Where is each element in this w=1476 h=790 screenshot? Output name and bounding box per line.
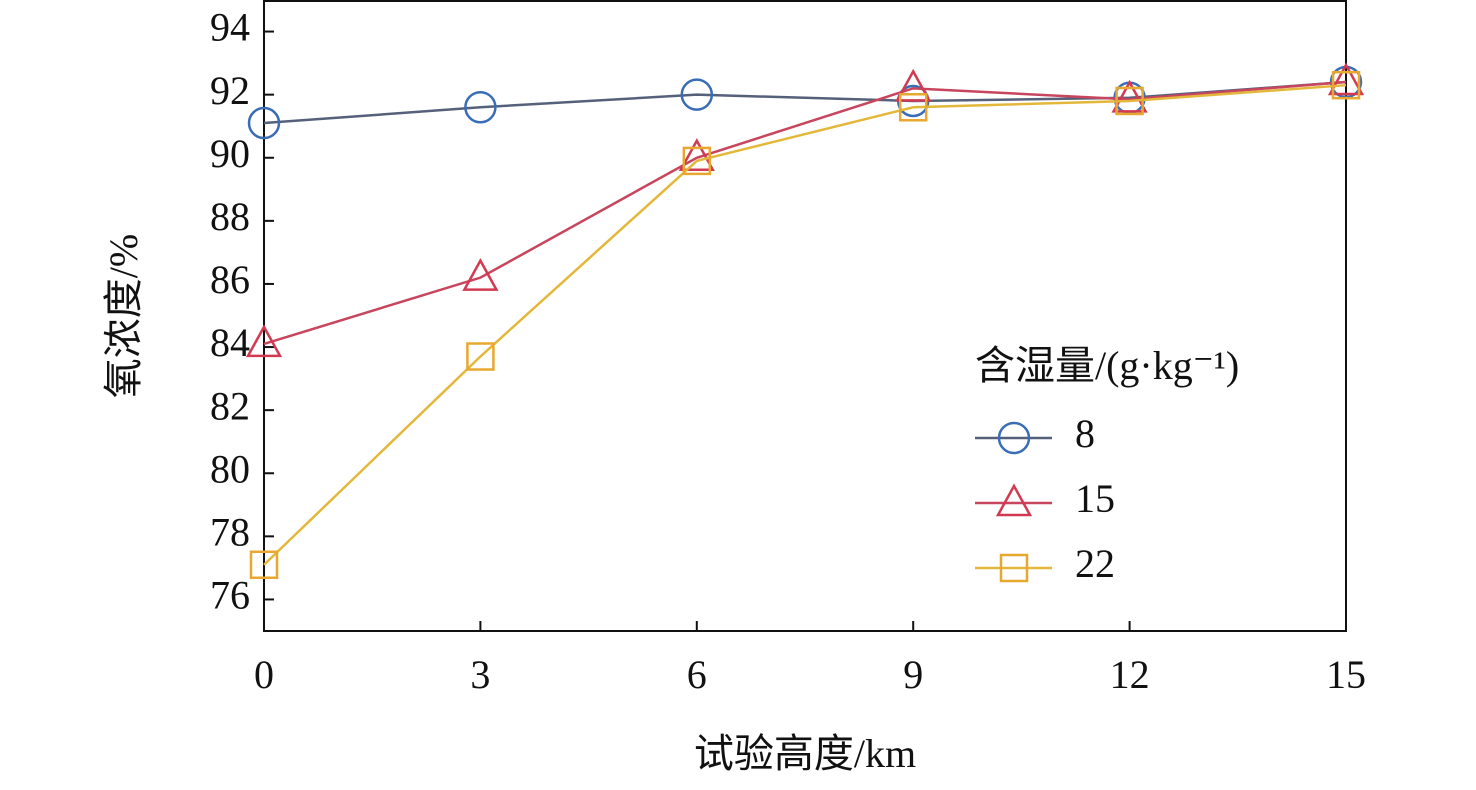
y-tick-label: 92	[210, 68, 250, 113]
marker	[680, 78, 714, 111]
y-tick-label: 80	[210, 446, 250, 491]
plot-frame	[263, 0, 1347, 632]
marker	[245, 324, 283, 358]
marker	[1327, 62, 1365, 96]
marker	[999, 553, 1029, 583]
marker	[995, 483, 1033, 517]
y-tick-label: 86	[210, 257, 250, 302]
y-tick-label: 94	[210, 5, 250, 50]
series-line	[263, 80, 1347, 346]
series-line	[263, 83, 1347, 566]
legend-label: 15	[1075, 476, 1115, 521]
x-tick-label: 12	[1110, 652, 1150, 697]
y-axis-label: 氧浓度/%	[101, 234, 146, 398]
marker	[247, 106, 281, 140]
marker	[464, 91, 497, 124]
series-line	[263, 80, 1347, 125]
x-tick-label: 9	[903, 652, 923, 697]
marker	[466, 342, 495, 371]
marker	[1111, 79, 1148, 113]
marker	[249, 550, 279, 579]
legend-label: 8	[1075, 411, 1095, 456]
x-tick-label: 6	[687, 652, 707, 697]
y-tick-label: 82	[210, 383, 250, 428]
legend-title: 含湿量/(g·kg⁻¹)	[975, 343, 1239, 388]
marker	[462, 258, 499, 291]
y-tick-label: 88	[210, 194, 250, 239]
x-tick-label: 15	[1326, 652, 1366, 697]
x-tick-label: 3	[470, 652, 490, 697]
marker	[1115, 86, 1144, 116]
y-tick-label: 78	[210, 510, 250, 555]
y-tick-label: 76	[210, 573, 250, 618]
legend-label: 22	[1075, 541, 1115, 586]
marker	[678, 138, 715, 171]
marker	[997, 421, 1031, 455]
x-tick-label: 0	[254, 652, 274, 697]
marker	[895, 68, 932, 102]
x-axis-label: 试验高度/km	[694, 731, 916, 776]
y-tick-label: 90	[210, 131, 250, 176]
marker	[898, 93, 928, 122]
marker	[1331, 70, 1361, 100]
marker	[682, 146, 712, 176]
y-tick-label: 84	[210, 320, 250, 365]
